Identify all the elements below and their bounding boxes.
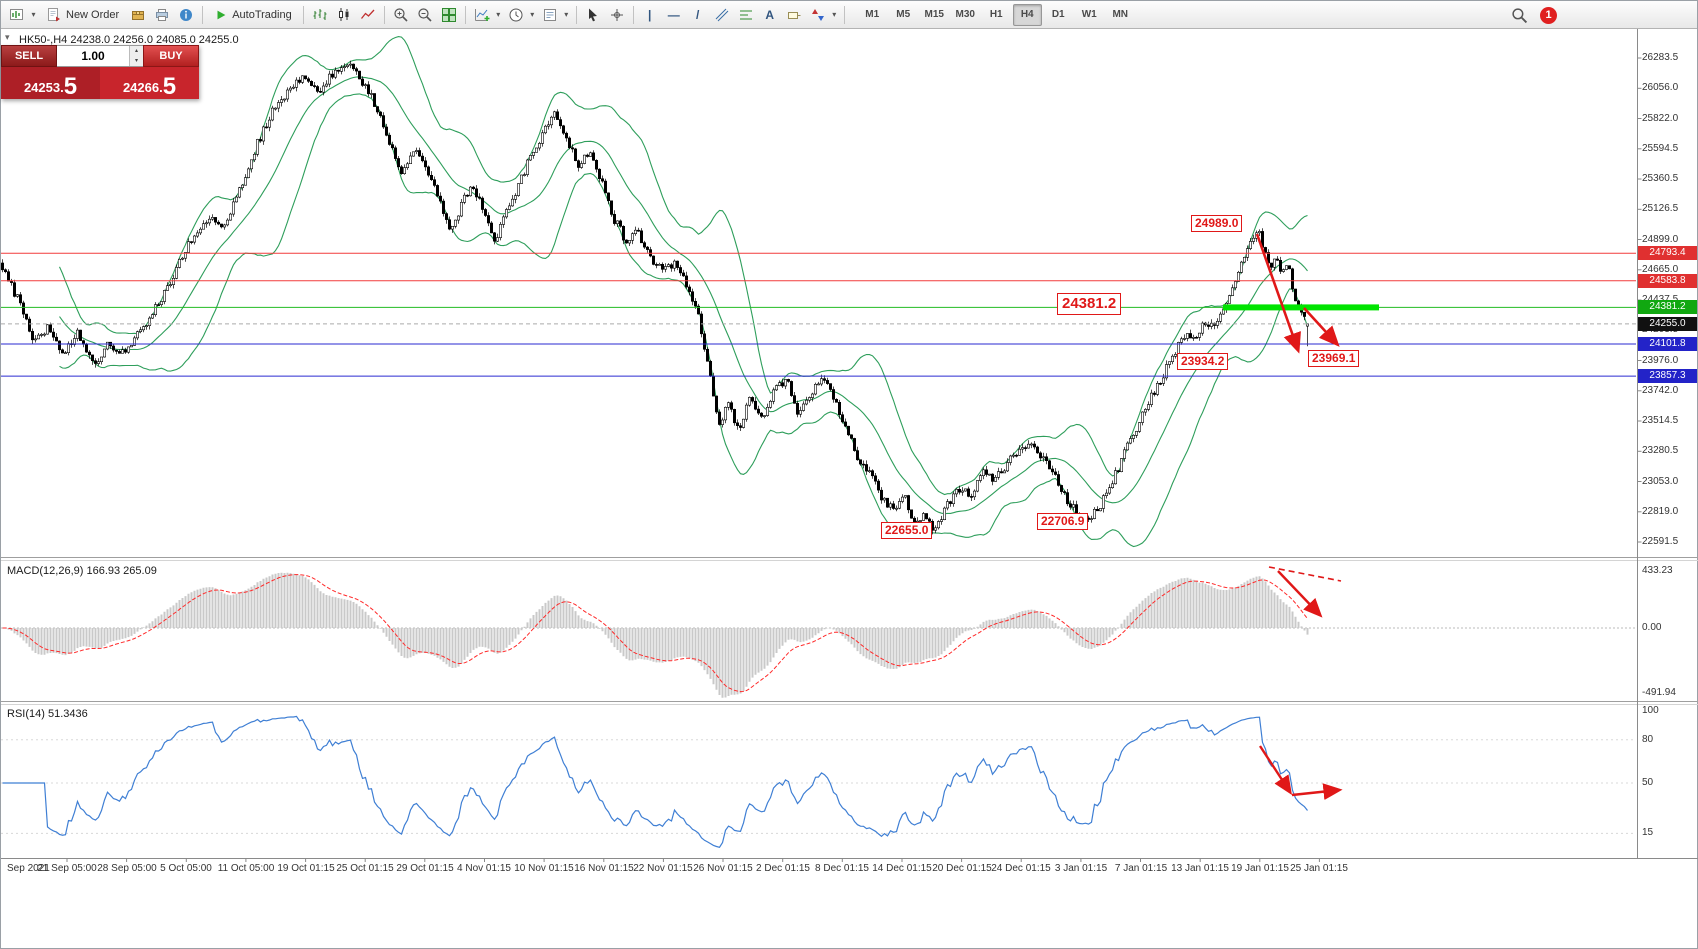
horizontal-line-tool-icon[interactable]: — xyxy=(667,7,680,22)
buy-button[interactable]: BUY xyxy=(143,45,199,67)
new-order-button[interactable]: New Order xyxy=(40,4,125,26)
toolbar-separator xyxy=(632,5,634,24)
channel-tool-button[interactable] xyxy=(711,4,733,26)
arrows-caret-icon[interactable]: ▾ xyxy=(832,10,837,19)
new-chart-button[interactable] xyxy=(6,4,28,26)
zoom-in-button[interactable] xyxy=(390,4,412,26)
templates-button[interactable] xyxy=(539,4,561,26)
trade-panel-top-row: SELL ▴ ▾ BUY xyxy=(1,45,199,67)
lot-size-input[interactable] xyxy=(57,46,129,66)
toolbar-separator xyxy=(464,5,466,24)
timeframe-button-m5[interactable]: M5 xyxy=(896,9,911,20)
tile-windows-icon xyxy=(441,7,456,22)
info-button[interactable] xyxy=(175,4,197,26)
indicators-caret-icon[interactable]: ▾ xyxy=(496,10,501,19)
sell-price-big: 5 xyxy=(63,72,78,100)
channel-tool-icon xyxy=(715,8,729,21)
one-click-collapse-button[interactable]: ▾ xyxy=(5,32,10,42)
toolbar-separator xyxy=(843,5,845,24)
toolbar-separator xyxy=(383,5,385,24)
tile-windows-button[interactable] xyxy=(438,4,460,26)
fibonacci-tool-icon xyxy=(739,10,752,19)
fibonacci-tool-button[interactable] xyxy=(735,4,757,26)
trendline-tool-icon[interactable]: / xyxy=(696,7,700,22)
buy-price[interactable]: 24266. 5 xyxy=(100,67,199,99)
arrows-tool-icon xyxy=(811,8,824,21)
zoom-out-button[interactable] xyxy=(414,4,436,26)
package-button[interactable] xyxy=(127,4,149,26)
buy-price-big: 5 xyxy=(162,72,177,100)
sell-price-small: 24253. xyxy=(23,80,64,96)
cursor-button[interactable] xyxy=(582,4,604,26)
toolbar-separator xyxy=(302,5,304,24)
periods-button[interactable] xyxy=(505,4,527,26)
new-chart-caret-icon[interactable]: ▾ xyxy=(31,10,36,19)
lot-spinner: ▴ ▾ xyxy=(129,46,143,66)
trade-panel-prices-row: 24253. 5 24266. 5 xyxy=(1,67,199,99)
timeframe-button-m1[interactable]: M1 xyxy=(865,9,880,20)
search-icon xyxy=(1511,7,1527,23)
new-chart-icon xyxy=(10,8,23,20)
toolbar-right-group: 1 xyxy=(1507,4,1557,26)
new-order-label: New Order xyxy=(66,8,120,21)
crosshair-icon xyxy=(610,8,623,21)
autotrading-label: AutoTrading xyxy=(232,8,292,21)
toolbar-separator xyxy=(202,5,204,24)
line-chart-icon xyxy=(360,9,375,19)
toolbar-separator xyxy=(575,5,577,24)
timeframe-button-w1[interactable]: W1 xyxy=(1081,9,1097,20)
text-label-tool-button[interactable] xyxy=(783,4,805,26)
main-toolbar: ▾ New Order AutoTrading ▾ ▾ ▾ | — / A ▾ xyxy=(1,1,1697,29)
one-click-trading-panel: SELL ▴ ▾ BUY 24253.5 24266.5 xyxy=(1,45,199,99)
package-icon xyxy=(132,10,145,20)
buy-price-small: 24266. xyxy=(122,80,163,96)
vertical-line-tool-icon[interactable]: | xyxy=(648,7,652,22)
templates-caret-icon[interactable]: ▾ xyxy=(564,10,569,19)
lot-increase-button[interactable]: ▴ xyxy=(130,46,143,56)
notification-badge[interactable]: 1 xyxy=(1540,6,1557,24)
periods-caret-icon[interactable]: ▾ xyxy=(530,10,535,19)
autotrading-play-icon xyxy=(217,10,226,19)
new-order-icon xyxy=(48,7,60,21)
timeframe-button-mn[interactable]: MN xyxy=(1112,9,1128,20)
line-chart-button[interactable] xyxy=(357,4,379,26)
search-button[interactable] xyxy=(1508,4,1530,26)
clock-icon xyxy=(509,8,523,21)
zoom-out-icon xyxy=(418,7,432,22)
timeframe-button-d1[interactable]: D1 xyxy=(1051,9,1065,20)
macd-indicator-label: MACD(12,26,9) 166.93 265.09 xyxy=(7,565,157,577)
bar-chart-button[interactable] xyxy=(309,4,331,26)
arrows-tool-button[interactable] xyxy=(807,4,829,26)
lot-size-field: ▴ ▾ xyxy=(57,45,143,67)
indicators-icon xyxy=(474,8,490,21)
print-button[interactable] xyxy=(151,4,173,26)
timeframe-button-m30[interactable]: M30 xyxy=(955,9,975,20)
indicators-button[interactable] xyxy=(471,4,493,26)
timeframe-button-m15[interactable]: M15 xyxy=(924,9,944,20)
sell-button[interactable]: SELL xyxy=(1,45,57,67)
symbol-ohlc-info: HK50-,H4 24238.0 24256.0 24085.0 24255.0 xyxy=(19,34,239,46)
candlestick-chart-icon xyxy=(338,7,349,21)
timeframe-button-h4[interactable]: H4 xyxy=(1012,3,1042,26)
timeframe-button-h1[interactable]: H1 xyxy=(989,9,1003,20)
text-tool-icon[interactable]: A xyxy=(765,7,775,22)
cursor-icon xyxy=(588,8,597,21)
rsi-indicator-label: RSI(14) 51.3436 xyxy=(7,708,88,720)
autotrading-button[interactable]: AutoTrading xyxy=(208,4,298,26)
print-icon xyxy=(156,8,169,21)
template-icon xyxy=(543,8,556,21)
lot-decrease-button[interactable]: ▾ xyxy=(130,56,143,66)
bar-chart-icon xyxy=(313,8,327,20)
info-icon xyxy=(180,8,193,21)
text-label-tool-icon xyxy=(787,11,801,19)
zoom-in-icon xyxy=(394,7,408,22)
crosshair-button[interactable] xyxy=(606,4,628,26)
sell-price[interactable]: 24253. 5 xyxy=(1,67,100,99)
timeframe-toolbar: M1 M5 M15 M30 H1 H4 D1 W1 MN xyxy=(857,3,1136,26)
candlestick-chart-button[interactable] xyxy=(333,4,355,26)
